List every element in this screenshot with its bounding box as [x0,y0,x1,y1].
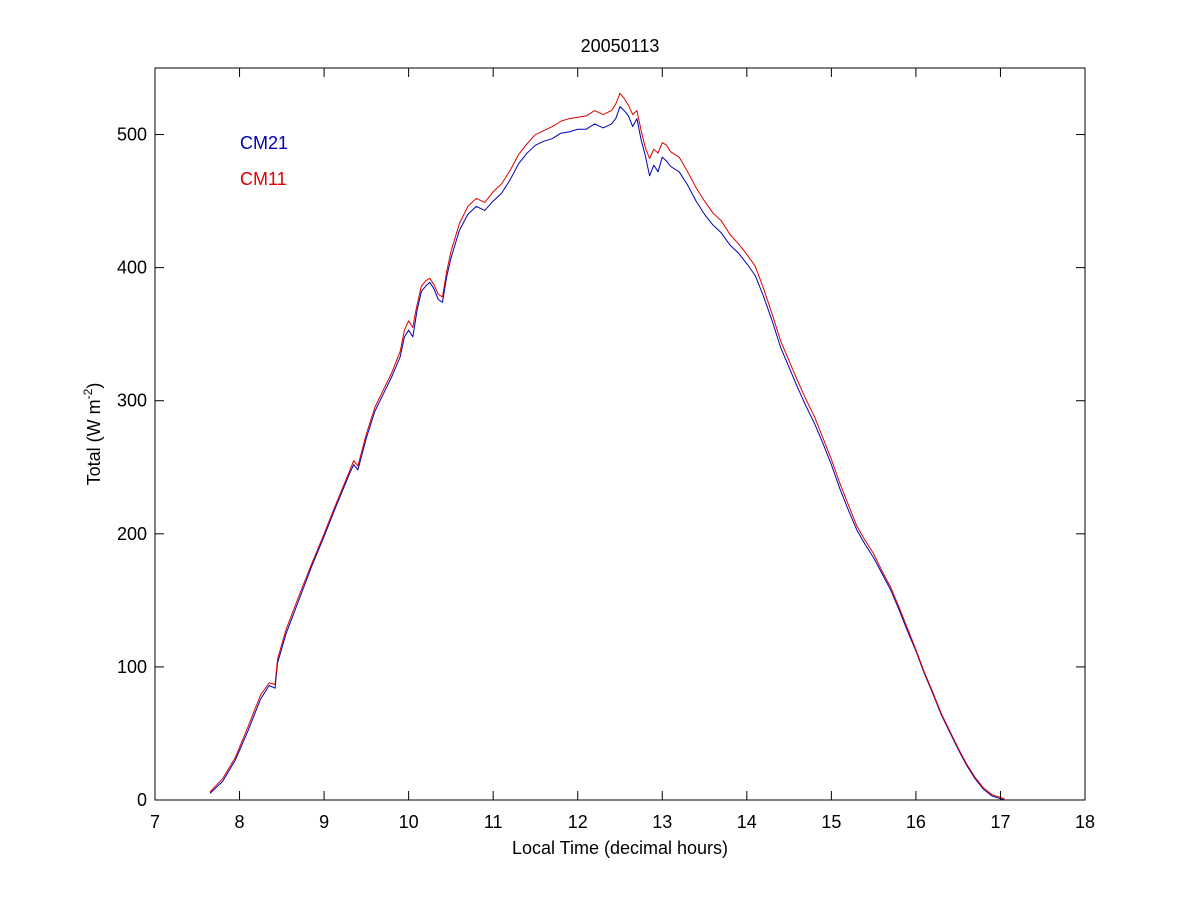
series-layer [209,92,1005,801]
series-line-cm21 [209,106,1005,801]
y-tick-label: 400 [117,258,147,278]
x-tick-label: 18 [1075,812,1095,832]
y-axis-label-main: Total (W m [84,399,104,485]
x-tick-label: 16 [906,812,926,832]
y-axis-label-close: ) [84,383,104,389]
x-tick-label: 13 [652,812,672,832]
x-tick-label: 7 [150,812,160,832]
y-axis-label-exponent: -2 [81,388,95,399]
x-tick-label: 9 [319,812,329,832]
axes-box [154,67,1086,801]
y-axis-label: Total (W m-2) [81,383,104,486]
plot-area: 7 8 9 10 11 12 13 14 15 16 17 18 0 100 200 300 400 500 [117,67,1095,832]
legend: CM21 CM11 [240,133,288,189]
y-axis-ticks: 0 100 200 300 400 500 [117,125,1085,810]
y-tick-label: 100 [117,657,147,677]
x-tick-label: 12 [568,812,588,832]
legend-item-cm21: CM21 [240,133,288,153]
x-tick-label: 15 [821,812,841,832]
y-tick-label: 300 [117,391,147,411]
x-tick-label: 14 [737,812,757,832]
x-axis-ticks: 7 8 9 10 11 12 13 14 15 16 17 18 [150,68,1095,832]
y-tick-label: 200 [117,524,147,544]
legend-item-cm11: CM11 [240,169,287,189]
x-tick-label: 17 [990,812,1010,832]
y-tick-label: 500 [117,125,147,145]
chart-title: 20050113 [581,36,660,56]
y-tick-label: 0 [137,790,147,810]
x-tick-label: 8 [235,812,245,832]
series-line-cm11 [209,92,1005,800]
x-axis-label: Local Time (decimal hours) [512,838,728,858]
x-tick-label: 11 [484,812,503,832]
x-tick-label: 10 [399,812,419,832]
